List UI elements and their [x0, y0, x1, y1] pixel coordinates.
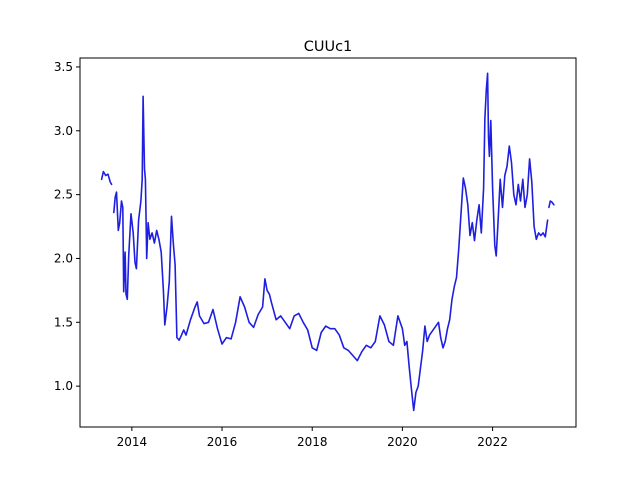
y-tick-label: 1.5	[54, 315, 73, 329]
chart-title: CUUc1	[304, 39, 353, 55]
x-tick-label: 2016	[207, 435, 238, 449]
series-line	[548, 200, 555, 209]
plot-area-frame	[79, 57, 577, 428]
x-tick-label: 2014	[117, 435, 148, 449]
series-group	[100, 72, 555, 412]
y-tick-label: 1.0	[54, 379, 73, 393]
series-line	[113, 72, 549, 412]
x-tick-label: 2020	[387, 435, 418, 449]
series-line	[100, 170, 113, 186]
y-axis: 1.0 1.5 2.0 2.5 3.0 3.5	[54, 60, 80, 393]
y-tick-label: 3.5	[54, 60, 73, 74]
x-axis: 2014 2016 2018 2020 2022	[117, 427, 508, 449]
x-tick-label: 2022	[477, 435, 508, 449]
y-tick-label: 3.0	[54, 124, 73, 138]
y-tick-label: 2.0	[54, 251, 73, 265]
x-tick-label: 2018	[297, 435, 328, 449]
y-tick-label: 2.5	[54, 188, 73, 202]
